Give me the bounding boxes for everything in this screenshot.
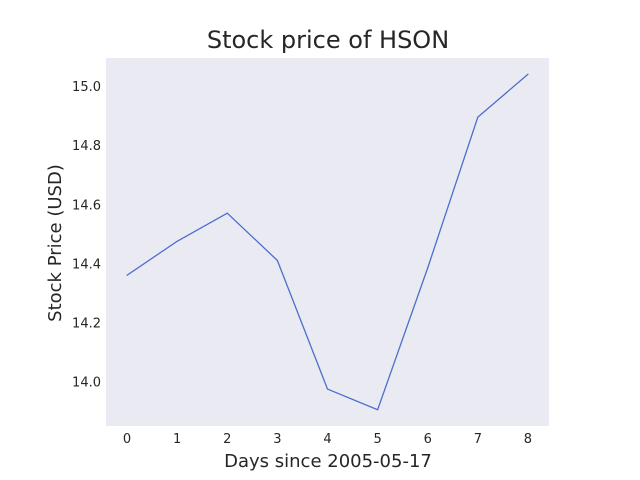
data-point bbox=[427, 267, 429, 269]
y-tick-label: 14.0 bbox=[72, 376, 101, 391]
x-tick-label: 3 bbox=[273, 432, 281, 447]
data-point bbox=[226, 212, 228, 214]
data-point bbox=[326, 388, 329, 390]
y-tick-label: 14.4 bbox=[72, 257, 101, 272]
y-tick-label: 14.6 bbox=[72, 198, 101, 213]
y-axis-label: Stock Price (USD) bbox=[45, 164, 66, 322]
data-point bbox=[527, 73, 529, 75]
y-tick-label: 14.2 bbox=[72, 317, 101, 332]
chart-title: Stock price of HSON bbox=[207, 26, 449, 54]
x-tick-label: 6 bbox=[424, 432, 432, 447]
x-tick-label: 0 bbox=[123, 432, 131, 447]
x-tick-label: 7 bbox=[474, 432, 482, 447]
x-axis-label: Days since 2005-05-17 bbox=[224, 451, 432, 472]
y-axis-ticks: 14.0 14.2 14.4 14.6 14.8 15.0 bbox=[72, 80, 101, 391]
x-tick-label: 4 bbox=[323, 432, 331, 447]
data-point bbox=[176, 240, 178, 242]
series-points bbox=[126, 73, 529, 411]
y-tick-label: 14.8 bbox=[72, 139, 101, 154]
data-point bbox=[276, 259, 278, 262]
data-point bbox=[377, 409, 379, 411]
x-tick-label: 5 bbox=[373, 432, 381, 447]
data-point bbox=[477, 116, 479, 118]
plot-area bbox=[106, 58, 549, 426]
data-point bbox=[126, 274, 128, 276]
x-tick-label: 8 bbox=[524, 432, 532, 447]
x-tick-label: 1 bbox=[173, 432, 181, 447]
x-tick-label: 2 bbox=[223, 432, 231, 447]
y-tick-label: 15.0 bbox=[72, 80, 101, 95]
x-axis-ticks: 0 1 2 3 4 5 6 7 8 bbox=[123, 432, 532, 447]
